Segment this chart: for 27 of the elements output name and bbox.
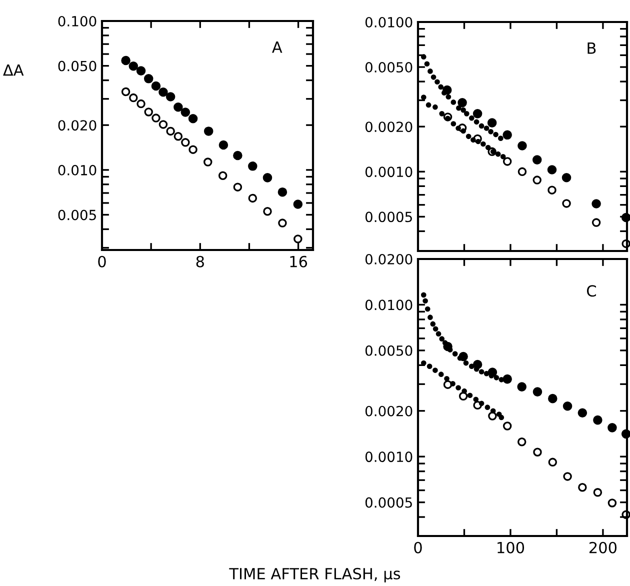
- x-tick-label: 0: [98, 256, 106, 268]
- y-tick-label: 0.0005: [365, 212, 412, 222]
- x-tick-label: 100: [498, 542, 524, 554]
- y-tick-label: 0.0010: [365, 166, 412, 178]
- x-tick-label: 200: [589, 542, 617, 554]
- x-tick-label: 0: [414, 542, 422, 554]
- y-tick-label: 0.0005: [365, 497, 412, 508]
- annotation: B: [588, 42, 596, 54]
- annotation: C: [586, 285, 596, 297]
- x-tick-label: 8: [196, 256, 204, 268]
- y-tick-label: 0.0100: [365, 300, 412, 310]
- x-tick-label: 16: [290, 256, 308, 268]
- y-tick-label: 0.0020: [365, 122, 412, 132]
- y-tick-label: 0.005: [58, 210, 96, 220]
- y-tick-label: 0.0200: [365, 254, 412, 264]
- y-tick-label: 0.0100: [365, 16, 412, 28]
- y-tick-label: 0.020: [58, 120, 96, 131]
- y-tick-label: 0.010: [58, 164, 96, 176]
- annotation: A: [272, 42, 282, 53]
- y-axis-title: ΔA: [3, 64, 24, 76]
- y-tick-label: 0.050: [58, 60, 96, 72]
- y-tick-label: 0.100: [58, 16, 96, 26]
- x-axis-title: TIME AFTER FLASH, μs: [229, 568, 400, 582]
- y-tick-label: 0.0050: [365, 62, 412, 73]
- y-tick-label: 0.0050: [365, 345, 412, 356]
- y-tick-label: 0.0010: [365, 452, 412, 462]
- y-tick-label: 0.0020: [365, 406, 412, 416]
